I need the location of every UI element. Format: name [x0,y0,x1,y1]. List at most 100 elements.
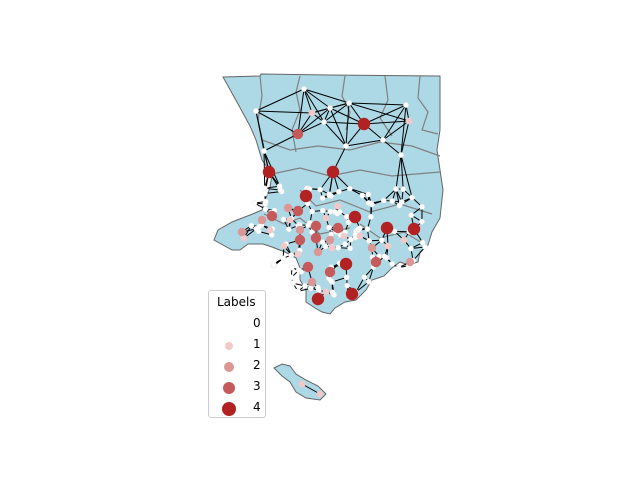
network-node-label-1 [334,202,342,210]
legend-entry-4: 4 [209,399,267,419]
network-node-label-0 [328,278,334,284]
district-boundary-line [417,75,439,135]
network-node-label-0 [365,191,372,198]
network-node-label-0 [389,261,396,267]
network-node-label-1 [280,242,288,250]
network-node-label-0 [319,239,326,245]
network-edge [297,88,305,135]
network-node-label-0 [409,194,415,201]
network-edge [303,88,313,114]
network-node-label-3 [324,266,336,278]
network-node-label-0 [344,282,351,289]
network-edge [395,154,402,190]
network-node-label-3 [292,205,304,217]
network-node-label-4 [326,165,340,179]
network-node-label-0 [408,245,414,252]
network-node-label-0 [295,288,301,295]
legend: Labels 0 1 2 3 4 [208,290,266,418]
network-node-label-0 [378,237,385,243]
network-node-label-4 [407,222,421,236]
legend-label-3: 3 [253,379,261,393]
legend-title: Labels [217,295,256,309]
network-node-label-0 [262,190,268,197]
network-node-label-0 [366,278,372,285]
network-node-label-0 [261,148,267,154]
district-boundary-line [379,75,393,137]
network-node-label-0 [346,100,352,106]
network-node-label-1 [400,236,408,244]
network-node-label-3 [302,261,314,273]
network-edge [382,139,402,156]
network-node-label-0 [380,197,387,204]
network-edge [412,246,426,261]
network-node-label-0 [403,102,409,108]
network-node-label-1 [298,380,306,388]
network-node-label-0 [302,282,308,289]
legend-marker-1 [225,342,233,350]
network-node-label-4 [299,189,313,203]
district-boundary-line [261,139,441,157]
network-node-label-4 [357,117,371,131]
network-node-label-0 [301,86,307,92]
network-node-label-0 [366,238,373,244]
legend-entry-3: 3 [209,378,267,398]
network-node-label-1 [266,226,274,234]
network-node-label-2 [283,203,293,213]
network-edge [329,107,365,125]
network-node-label-0 [327,105,333,111]
network-node-label-3 [266,210,278,222]
network-node-label-0 [309,208,315,215]
network-node-label-0 [381,253,388,260]
network-node-label-0 [364,226,371,232]
legend-label-2: 2 [253,358,261,372]
legend-label-0: 0 [253,316,261,330]
network-edge [323,121,365,125]
network-node-label-1 [240,234,248,242]
network-edge [349,188,369,195]
network-node-label-0 [315,284,321,291]
legend-marker-4 [222,402,236,416]
network-node-label-0 [317,186,324,193]
network-edge [363,120,410,125]
network-node-label-0 [334,210,341,217]
network-node-label-0 [419,218,425,225]
network-node-label-1 [322,288,330,296]
network-node-label-1 [340,232,348,240]
network-node-label-2 [257,215,267,225]
network-node-label-4 [380,221,394,235]
network-node-label-0 [321,119,327,125]
network-node-label-0 [331,292,337,298]
network-node-label-0 [343,213,350,220]
network-node-label-0 [288,252,295,258]
network-edge [400,104,407,156]
network-node-label-4 [262,165,276,179]
network-node-label-0 [368,214,374,220]
network-edge [400,154,404,190]
network-node-label-0 [398,152,404,158]
network-node-label-1 [322,214,330,222]
network-node-label-1 [294,250,302,258]
legend-label-4: 4 [253,400,261,414]
network-node-label-0 [290,280,296,287]
network-edge [363,104,407,125]
legend-marker-3 [223,382,235,394]
network-node-label-0 [319,195,326,201]
network-edge [400,154,413,198]
network-node-label-0 [359,192,366,199]
network-node-label-1 [308,109,316,117]
network-node-label-0 [335,244,342,251]
network-node-label-0 [253,108,259,114]
network-node-label-0 [408,212,415,218]
network-node-label-0 [309,229,315,235]
network-edge [255,110,299,135]
network-node-label-0 [419,203,425,210]
network-edge [345,139,384,147]
network-node-label-0 [342,241,348,247]
network-node-label-1 [316,390,324,398]
district-boundary-line [271,167,441,177]
network-node-label-0 [262,198,269,205]
district-boundary-line [299,189,433,215]
network-node-label-1 [328,244,336,252]
district-boundary-line [291,75,301,153]
